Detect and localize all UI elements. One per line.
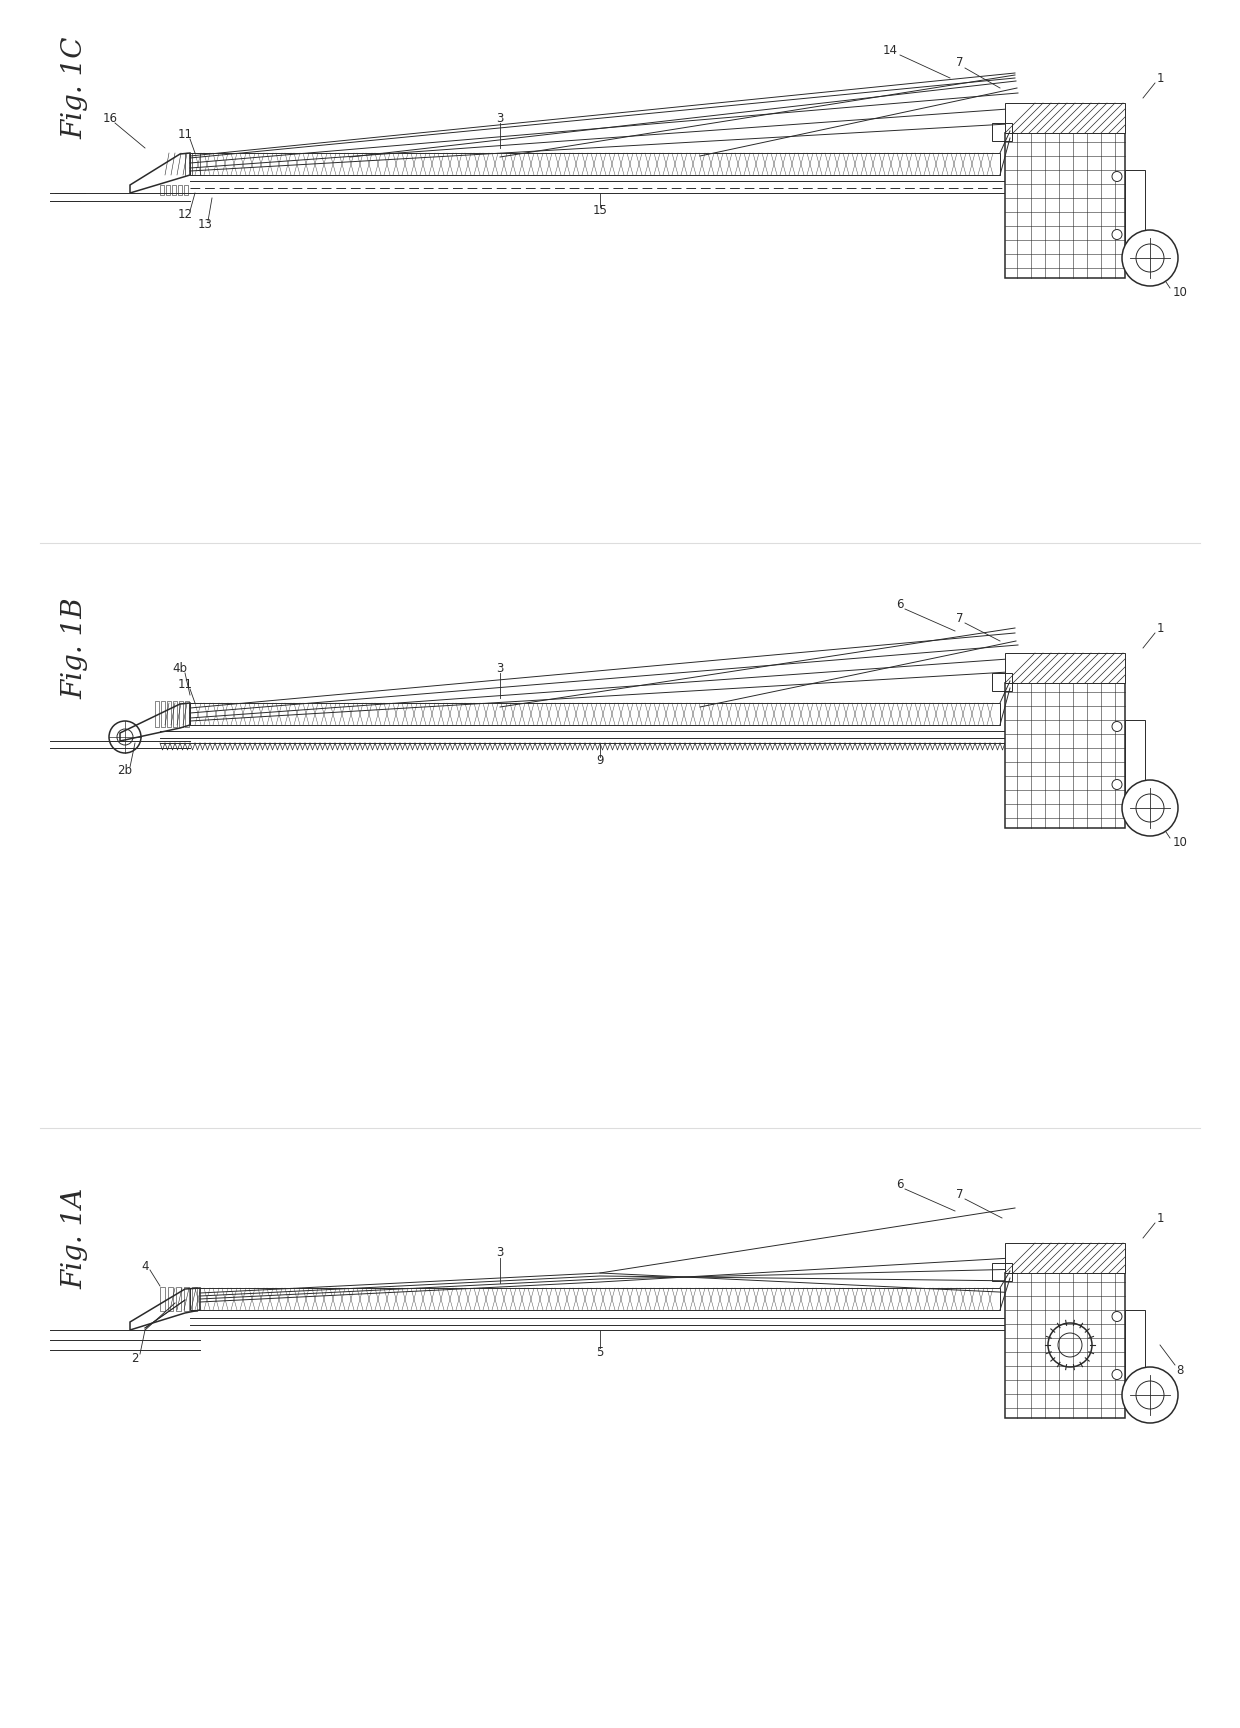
Bar	[1004, 683, 1125, 828]
Text: 7: 7	[956, 57, 963, 69]
Text: 4b: 4b	[172, 662, 187, 674]
Circle shape	[1122, 779, 1178, 836]
Bar	[1004, 653, 1125, 683]
Text: 1: 1	[1156, 622, 1164, 634]
Bar	[1125, 1310, 1145, 1382]
Circle shape	[1122, 230, 1178, 287]
Text: Fig. 1B: Fig. 1B	[62, 598, 88, 698]
Bar	[179, 702, 184, 727]
Text: 16: 16	[103, 112, 118, 124]
Text: 2: 2	[131, 1351, 139, 1365]
Bar	[155, 702, 159, 727]
Bar	[179, 185, 182, 195]
Circle shape	[1112, 230, 1122, 240]
Circle shape	[1122, 1367, 1178, 1422]
Bar	[992, 672, 1012, 691]
Text: 5: 5	[596, 1346, 604, 1358]
Circle shape	[1112, 722, 1122, 731]
Text: 10: 10	[1173, 836, 1188, 850]
Text: 6: 6	[897, 1178, 904, 1192]
Bar	[172, 185, 176, 195]
Bar	[160, 1287, 165, 1312]
Text: 7: 7	[956, 612, 963, 624]
Bar	[192, 1287, 197, 1312]
Text: 1: 1	[1156, 71, 1164, 85]
Text: 3: 3	[496, 112, 503, 124]
Circle shape	[1112, 1312, 1122, 1322]
Bar	[185, 702, 188, 727]
Text: 15: 15	[593, 204, 608, 218]
Text: 3: 3	[496, 662, 503, 674]
Text: 10: 10	[1173, 287, 1188, 299]
Bar	[184, 1287, 188, 1312]
Text: 8: 8	[1177, 1363, 1184, 1377]
Bar	[190, 703, 999, 726]
Bar	[174, 702, 177, 727]
Circle shape	[1112, 171, 1122, 181]
Bar	[1125, 721, 1145, 791]
Text: 13: 13	[197, 218, 212, 232]
Text: 12: 12	[177, 209, 192, 221]
Bar	[1004, 133, 1125, 278]
Bar	[992, 1263, 1012, 1280]
Circle shape	[1112, 1370, 1122, 1379]
Bar	[166, 185, 170, 195]
Text: Fig. 1C: Fig. 1C	[62, 36, 88, 140]
Text: 2b: 2b	[118, 764, 133, 778]
Text: 1: 1	[1156, 1211, 1164, 1225]
Text: 4: 4	[141, 1260, 149, 1272]
Bar	[184, 185, 188, 195]
Text: 7: 7	[956, 1189, 963, 1201]
Bar	[1125, 169, 1145, 242]
Bar	[161, 702, 165, 727]
Text: 3: 3	[496, 1246, 503, 1260]
Text: 11: 11	[177, 679, 192, 691]
Bar	[160, 185, 164, 195]
Text: Fig. 1A: Fig. 1A	[62, 1187, 88, 1289]
Text: 6: 6	[897, 598, 904, 612]
Bar	[190, 154, 999, 175]
Bar	[176, 1287, 181, 1312]
Text: 14: 14	[883, 45, 898, 57]
Circle shape	[1112, 779, 1122, 790]
Bar	[992, 123, 1012, 142]
Bar	[1004, 104, 1125, 133]
Bar	[190, 1287, 999, 1310]
Text: 9: 9	[596, 755, 604, 767]
Bar	[1004, 1242, 1125, 1274]
Text: 11: 11	[177, 128, 192, 142]
Bar	[1004, 1274, 1125, 1419]
Bar	[167, 702, 171, 727]
Bar	[167, 1287, 174, 1312]
